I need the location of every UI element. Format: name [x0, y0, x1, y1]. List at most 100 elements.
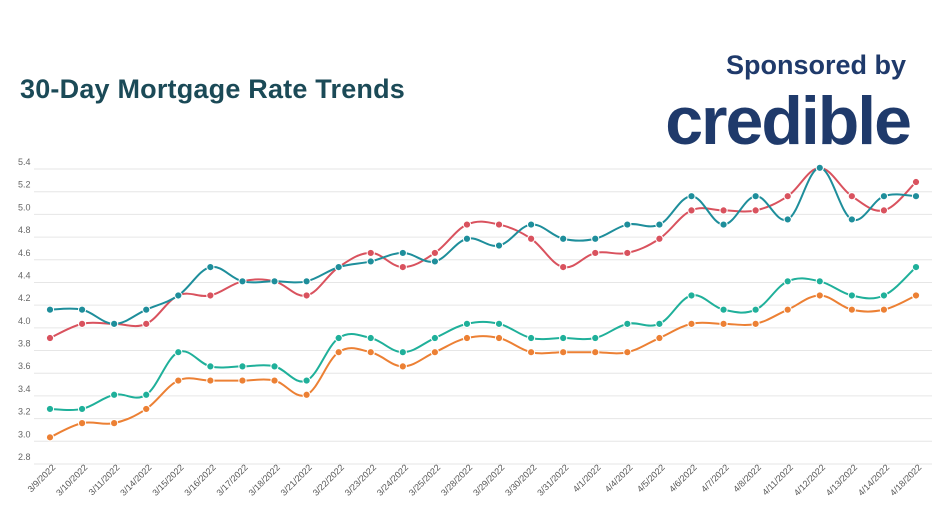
data-point: [911, 192, 921, 201]
data-point: [77, 404, 87, 414]
data-point: [77, 419, 87, 428]
data-point: [719, 220, 728, 229]
y-tick-label: 4.4: [18, 270, 31, 280]
data-point: [751, 319, 760, 328]
data-point: [142, 390, 151, 399]
data-point: [591, 248, 600, 258]
data-point: [911, 291, 921, 300]
data-point: [655, 234, 664, 243]
x-tick-label: 3/31/2022: [535, 462, 570, 497]
data-point: [494, 241, 504, 250]
data-point: [462, 333, 472, 343]
data-point: [238, 376, 247, 385]
x-tick-label: 3/16/2022: [182, 462, 217, 497]
data-point: [334, 263, 343, 272]
data-point: [366, 348, 375, 357]
y-tick-label: 3.2: [18, 407, 31, 417]
x-tick-label: 3/17/2022: [214, 462, 249, 497]
data-point: [559, 234, 568, 243]
data-point: [398, 263, 407, 272]
data-point: [238, 362, 247, 371]
data-point: [783, 277, 792, 286]
y-tick-label: 2.8: [18, 452, 31, 462]
data-point: [430, 333, 439, 343]
data-point: [911, 263, 921, 272]
data-point: [591, 333, 600, 343]
credible-logo: credible: [665, 83, 912, 159]
data-point: [206, 362, 215, 371]
x-tick-label: 3/24/2022: [375, 462, 410, 497]
data-point: [847, 215, 856, 224]
data-point: [142, 404, 151, 414]
data-point: [719, 319, 728, 328]
data-point: [206, 376, 215, 385]
x-tick-label: 3/28/2022: [439, 462, 474, 497]
data-point: [591, 348, 600, 357]
data-point: [366, 257, 375, 266]
data-point: [623, 319, 632, 328]
data-point: [879, 291, 889, 300]
data-point: [527, 348, 536, 357]
data-point: [45, 404, 55, 414]
data-point: [206, 291, 215, 300]
data-point: [174, 291, 183, 300]
data-point: [751, 192, 760, 201]
data-point: [687, 192, 696, 201]
x-tick-label: 3/15/2022: [150, 462, 185, 497]
data-point: [142, 305, 151, 314]
series-line-0: [49, 166, 917, 339]
y-tick-label: 4.8: [18, 225, 31, 235]
data-point: [559, 263, 568, 272]
data-point: [815, 163, 824, 172]
data-point: [719, 305, 728, 314]
data-point: [430, 257, 439, 266]
x-tick-label: 3/18/2022: [247, 462, 282, 497]
data-point: [559, 348, 568, 357]
data-point: [623, 248, 632, 258]
data-point: [879, 305, 889, 314]
data-point: [687, 291, 696, 300]
data-point: [238, 277, 247, 286]
series-line-1: [49, 166, 917, 325]
data-point: [815, 277, 824, 286]
x-tick-label: 4/7/2022: [699, 462, 731, 494]
data-point: [77, 319, 87, 328]
data-point: [270, 362, 279, 371]
x-tick-label: 3/23/2022: [343, 462, 378, 497]
x-tick-label: 4/13/2022: [824, 462, 859, 497]
data-point: [302, 277, 311, 286]
x-tick-label: 4/1/2022: [571, 462, 603, 494]
data-point: [462, 220, 472, 229]
x-tick-label: 4/5/2022: [635, 462, 667, 494]
y-tick-label: 4.2: [18, 293, 31, 303]
x-tick-label: 4/14/2022: [856, 462, 891, 497]
data-point: [783, 305, 792, 314]
x-tick-label: 4/4/2022: [603, 462, 635, 494]
data-point: [527, 234, 536, 243]
y-tick-label: 5.0: [18, 202, 31, 212]
data-point: [462, 319, 472, 328]
y-tick-label: 5.2: [18, 180, 31, 190]
data-point: [430, 348, 439, 357]
data-point: [623, 220, 632, 229]
x-tick-label: 3/10/2022: [54, 462, 89, 497]
data-point: [879, 206, 889, 215]
data-point: [302, 291, 311, 300]
data-point: [430, 248, 439, 258]
data-point: [398, 348, 407, 357]
x-tick-label: 3/11/2022: [87, 462, 122, 497]
data-point: [302, 390, 311, 399]
data-point: [751, 305, 760, 314]
data-point: [879, 192, 889, 201]
data-point: [911, 177, 921, 187]
data-point: [174, 376, 183, 385]
y-tick-label: 5.4: [18, 157, 31, 167]
data-point: [494, 333, 504, 343]
data-point: [527, 333, 536, 343]
x-tick-label: 4/12/2022: [792, 462, 827, 497]
y-tick-label: 4.0: [18, 316, 31, 326]
data-point: [847, 291, 856, 300]
data-point: [206, 263, 215, 272]
data-point: [77, 305, 87, 314]
